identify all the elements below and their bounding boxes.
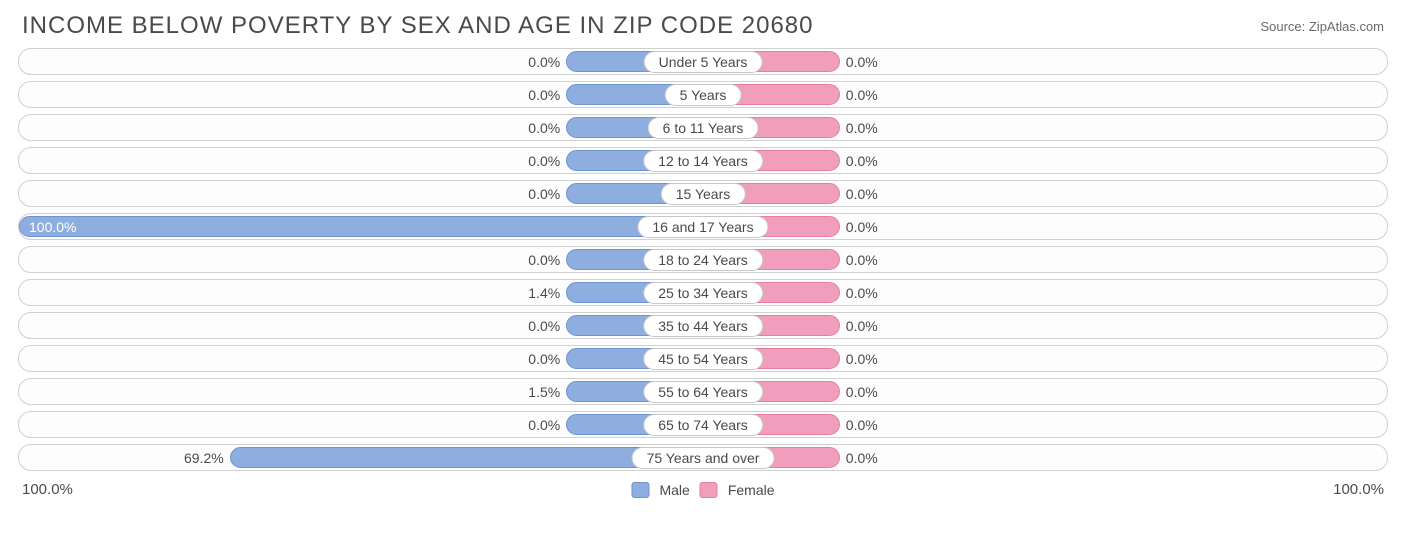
value-female: 0.0%: [846, 280, 878, 305]
value-female: 0.0%: [846, 379, 878, 404]
chart-row: 1.4% 0.0% 25 to 34 Years: [18, 279, 1388, 306]
value-male: 0.0%: [528, 412, 560, 437]
chart-row: 0.0% 0.0% Under 5 Years: [18, 48, 1388, 75]
chart-header: INCOME BELOW POVERTY BY SEX AND AGE IN Z…: [0, 0, 1406, 48]
category-label: 55 to 64 Years: [643, 381, 763, 403]
chart-row: 0.0% 0.0% 35 to 44 Years: [18, 312, 1388, 339]
value-female: 0.0%: [846, 313, 878, 338]
chart-row: 0.0% 0.0% 45 to 54 Years: [18, 345, 1388, 372]
value-male: 0.0%: [528, 148, 560, 173]
category-label: 12 to 14 Years: [643, 150, 763, 172]
category-label: 15 Years: [661, 183, 746, 205]
value-male: 0.0%: [528, 49, 560, 74]
category-label: 35 to 44 Years: [643, 315, 763, 337]
value-male: 0.0%: [528, 313, 560, 338]
value-male: 0.0%: [528, 247, 560, 272]
category-label: 75 Years and over: [632, 447, 775, 469]
category-label: 16 and 17 Years: [637, 216, 768, 238]
chart-row: 0.0% 0.0% 6 to 11 Years: [18, 114, 1388, 141]
category-label: 65 to 74 Years: [643, 414, 763, 436]
value-female: 0.0%: [846, 49, 878, 74]
value-female: 0.0%: [846, 346, 878, 371]
value-male: 1.4%: [528, 280, 560, 305]
legend-swatch-male: [631, 482, 649, 498]
chart-row: 100.0% 0.0% 16 and 17 Years: [18, 213, 1388, 240]
axis-right-label: 100.0%: [1333, 481, 1384, 498]
category-label: 18 to 24 Years: [643, 249, 763, 271]
value-male: 0.0%: [528, 115, 560, 140]
chart-row: 1.5% 0.0% 55 to 64 Years: [18, 378, 1388, 405]
category-label: 45 to 54 Years: [643, 348, 763, 370]
chart-row: 0.0% 0.0% 65 to 74 Years: [18, 411, 1388, 438]
category-label: 5 Years: [665, 84, 742, 106]
value-female: 0.0%: [846, 181, 878, 206]
value-female: 0.0%: [846, 412, 878, 437]
value-male: 0.0%: [528, 181, 560, 206]
legend-swatch-female: [700, 482, 718, 498]
value-female: 0.0%: [846, 445, 878, 470]
value-female: 0.0%: [846, 115, 878, 140]
chart-title: INCOME BELOW POVERTY BY SEX AND AGE IN Z…: [22, 12, 813, 40]
value-male: 69.2%: [184, 445, 224, 470]
legend: Male Female: [631, 482, 774, 498]
legend-label-male: Male: [659, 482, 689, 498]
chart-row: 0.0% 0.0% 5 Years: [18, 81, 1388, 108]
value-male: 100.0%: [29, 214, 76, 239]
chart-row: 0.0% 0.0% 15 Years: [18, 180, 1388, 207]
value-female: 0.0%: [846, 148, 878, 173]
category-label: 25 to 34 Years: [643, 282, 763, 304]
chart-row: 0.0% 0.0% 18 to 24 Years: [18, 246, 1388, 273]
value-male: 1.5%: [528, 379, 560, 404]
category-label: 6 to 11 Years: [648, 117, 759, 139]
chart-source: Source: ZipAtlas.com: [1260, 19, 1384, 34]
value-female: 0.0%: [846, 82, 878, 107]
bar-male: [19, 216, 703, 237]
value-male: 0.0%: [528, 82, 560, 107]
chart-body: 0.0%0.0%Under 5 Years0.0%0.0%5 Years0.0%…: [0, 48, 1406, 471]
legend-label-female: Female: [728, 482, 775, 498]
value-female: 0.0%: [846, 247, 878, 272]
axis-left-label: 100.0%: [22, 481, 73, 498]
chart-row: 69.2% 0.0% 75 Years and over: [18, 444, 1388, 471]
chart-row: 0.0% 0.0% 12 to 14 Years: [18, 147, 1388, 174]
chart-footer: 100.0% Male Female 100.0%: [0, 477, 1406, 498]
category-label: Under 5 Years: [644, 51, 763, 73]
value-female: 0.0%: [846, 214, 878, 239]
value-male: 0.0%: [528, 346, 560, 371]
